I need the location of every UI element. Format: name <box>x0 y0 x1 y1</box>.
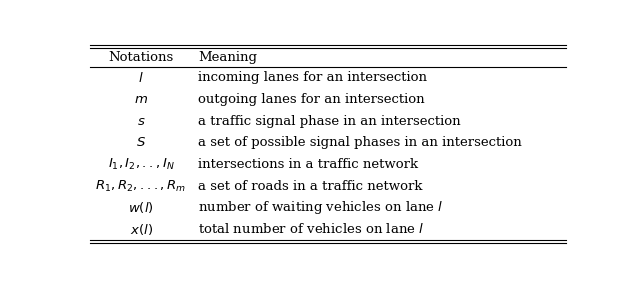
Text: $m$: $m$ <box>134 93 148 106</box>
Text: intersections in a traffic network: intersections in a traffic network <box>198 158 418 171</box>
Text: $w(l)$: $w(l)$ <box>128 200 154 215</box>
Text: number of waiting vehicles on lane $l$: number of waiting vehicles on lane $l$ <box>198 199 444 216</box>
Text: $R_1, R_2, ..., R_m$: $R_1, R_2, ..., R_m$ <box>95 178 187 194</box>
Text: Notations: Notations <box>109 51 173 64</box>
Text: outgoing lanes for an intersection: outgoing lanes for an intersection <box>198 93 424 106</box>
Text: $l$: $l$ <box>138 71 144 85</box>
Text: a set of possible signal phases in an intersection: a set of possible signal phases in an in… <box>198 136 522 149</box>
Text: a set of roads in a traffic network: a set of roads in a traffic network <box>198 180 422 192</box>
Text: total number of vehicles on lane $l$: total number of vehicles on lane $l$ <box>198 222 424 236</box>
Text: $x(l)$: $x(l)$ <box>129 222 152 237</box>
Text: a traffic signal phase in an intersection: a traffic signal phase in an intersectio… <box>198 115 461 128</box>
Text: incoming lanes for an intersection: incoming lanes for an intersection <box>198 72 427 84</box>
Text: $S$: $S$ <box>136 136 146 149</box>
Text: $I_1, I_2, .., I_N$: $I_1, I_2, .., I_N$ <box>108 157 175 172</box>
Text: $s$: $s$ <box>137 115 145 128</box>
Text: Meaning: Meaning <box>198 51 257 64</box>
